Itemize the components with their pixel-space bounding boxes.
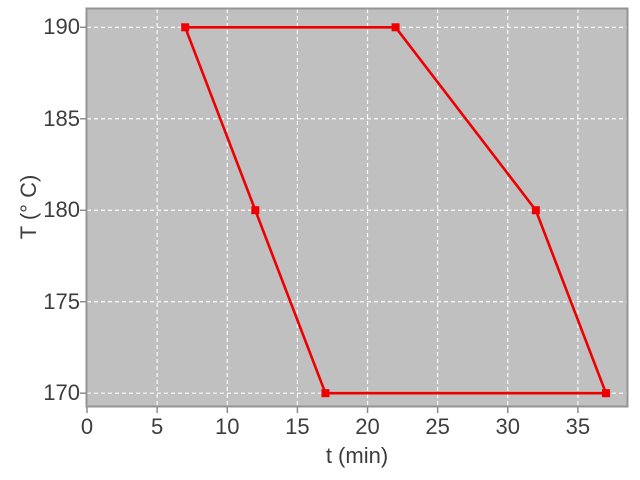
y-tick-label: 185 [43, 105, 80, 131]
data-point-marker [321, 389, 330, 398]
data-point-marker [601, 389, 610, 398]
x-tick-label: 5 [151, 414, 164, 439]
data-point-marker [251, 206, 260, 215]
y-tick-label: 175 [43, 288, 80, 314]
y-tick-label: 170 [43, 380, 80, 406]
data-point-marker [391, 23, 400, 32]
x-tick-label: 25 [425, 414, 450, 439]
y-tick-label: 190 [43, 14, 80, 40]
x-tick-label: 10 [215, 414, 240, 439]
x-tick-label: 0 [80, 414, 94, 439]
y-tick-label: 180 [43, 197, 80, 223]
plot-border [85, 7, 629, 408]
x-tick-label: 30 [495, 414, 520, 439]
x-axis-label: t (min) [325, 443, 389, 468]
x-tick-label: 15 [285, 414, 310, 439]
plot-background [87, 9, 627, 406]
y-axis-label: T (° C) [16, 174, 41, 240]
data-point-marker [531, 206, 540, 215]
data-point-marker [181, 23, 190, 32]
x-tick-label: 20 [355, 414, 380, 439]
x-tick-label: 35 [565, 414, 591, 439]
